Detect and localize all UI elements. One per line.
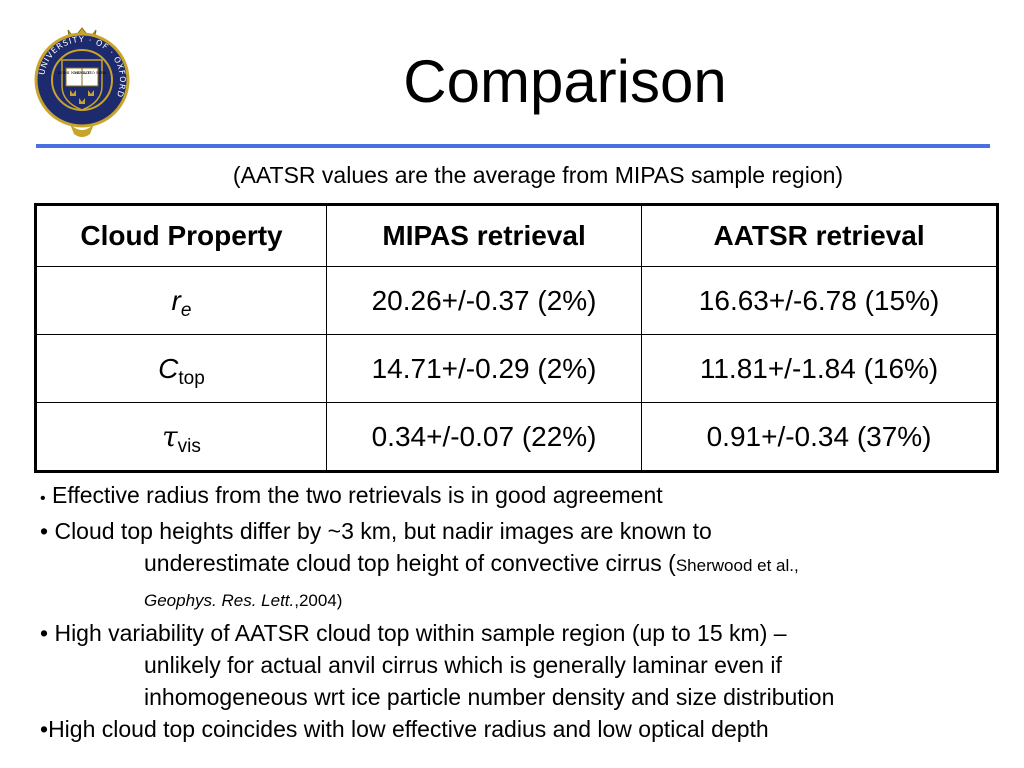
cell-property: Ctop	[35, 334, 327, 403]
header-mipas-retrieval: MIPAS retrieval	[325, 204, 643, 267]
bullet-continuation: unlikely for actual anvil cirrus which i…	[40, 649, 1020, 681]
bullet-text: High variability of AATSR cloud top with…	[48, 620, 787, 646]
table-header-row: Cloud Property MIPAS retrieval AATSR ret…	[35, 204, 998, 267]
crest-book-right: MINA TIO MEA	[74, 70, 106, 75]
bullet-continuation: inhomogeneous wrt ice particle number de…	[40, 681, 1020, 713]
bullet-item: • Effective radius from the two retrieva…	[40, 479, 1020, 515]
bullet-item: •High cloud top coincides with low effec…	[40, 713, 1020, 745]
bullet-marker: •	[40, 716, 49, 742]
bullet-text: Cloud top heights differ by ~3 km, but n…	[48, 518, 712, 544]
property-symbol: C	[158, 352, 179, 384]
bullet-continuation: Geophys. Res. Lett.,2004)	[40, 582, 1020, 617]
cell-aatsr: 16.63+/-6.78 (15%)	[641, 266, 998, 335]
reference-authors: Sherwood et al.,	[675, 556, 799, 575]
bullet-text: High cloud top coincides with low effect…	[48, 716, 769, 742]
reference-journal: Geophys. Res. Lett.	[144, 591, 295, 610]
cell-mipas: 0.34+/-0.07 (22%)	[325, 402, 643, 472]
bullet-marker: •	[40, 518, 49, 544]
oxford-crest-logo: UNIVERSITY · OF · OXFORD DOMI NVS ILLV M…	[34, 27, 130, 137]
bullet-continuation: underestimate cloud top height of convec…	[40, 547, 1020, 582]
cell-mipas: 20.26+/-0.37 (2%)	[325, 266, 643, 335]
bullet-item: • High variability of AATSR cloud top wi…	[40, 617, 1020, 649]
cell-aatsr: 11.81+/-1.84 (16%)	[641, 334, 998, 403]
cell-mipas: 14.71+/-0.29 (2%)	[325, 334, 643, 403]
property-subscript: vis	[177, 436, 201, 457]
bullet-text: underestimate cloud top height of convec…	[144, 550, 676, 576]
cell-aatsr: 0.91+/-0.34 (37%)	[641, 402, 998, 472]
property-symbol: r	[171, 284, 181, 316]
comparison-table: Cloud Property MIPAS retrieval AATSR ret…	[34, 203, 999, 473]
bullet-marker: •	[40, 620, 49, 646]
bullet-text: Effective radius from the two retrievals…	[45, 482, 663, 508]
table-row: Ctop 14.71+/-0.29 (2%) 11.81+/-1.84 (16%…	[35, 334, 998, 403]
cell-property: re	[35, 266, 327, 335]
bullet-list: • Effective radius from the two retrieva…	[40, 479, 1020, 745]
header-aatsr-retrieval: AATSR retrieval	[641, 204, 998, 267]
title-divider	[36, 144, 990, 148]
property-subscript: top	[178, 367, 205, 389]
cell-property: τvis	[35, 402, 327, 472]
property-subscript: e	[180, 299, 192, 321]
bullet-item: • Cloud top heights differ by ~3 km, but…	[40, 515, 1020, 547]
header-cloud-property: Cloud Property	[35, 204, 327, 267]
reference-year: ,2004)	[294, 591, 343, 610]
property-symbol: τ	[162, 420, 178, 453]
bullet-text: unlikely for actual anvil cirrus which i…	[144, 652, 782, 678]
crest-book-left: DOMI NVS ILLV	[57, 70, 90, 75]
table-row: re 20.26+/-0.37 (2%) 16.63+/-6.78 (15%)	[35, 266, 998, 335]
slide-subtitle: (AATSR values are the average from MIPAS…	[232, 162, 844, 188]
bullet-text: inhomogeneous wrt ice particle number de…	[144, 684, 835, 710]
bullet-marker: •	[40, 490, 46, 507]
slide-title: Comparison	[403, 48, 727, 115]
table-row: τvis 0.34+/-0.07 (22%) 0.91+/-0.34 (37%)	[35, 402, 998, 472]
